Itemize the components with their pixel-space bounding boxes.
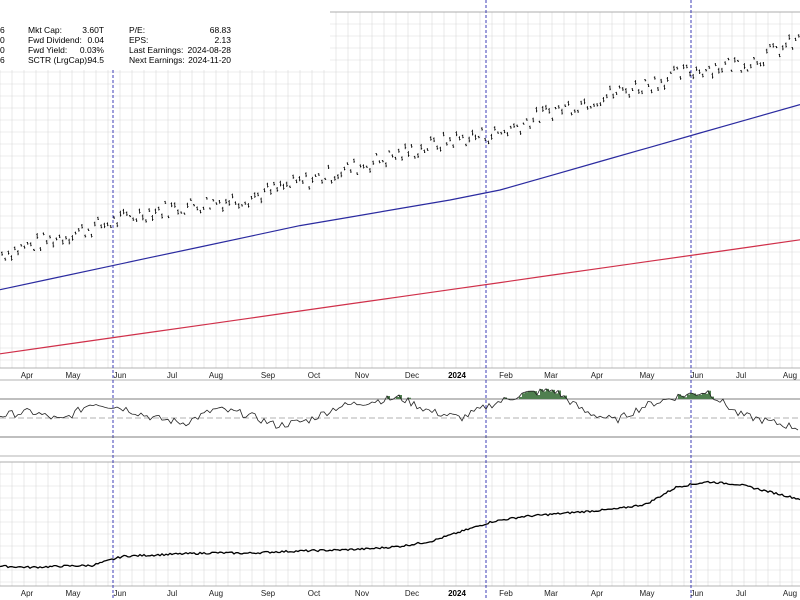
indicator-line <box>0 388 799 431</box>
month-tick-label: Nov <box>355 371 369 380</box>
header-left-fragment: 6 <box>0 55 5 65</box>
month-tick-label: Sep <box>261 371 276 380</box>
month-tick-label: Jun <box>691 371 704 380</box>
month-tick-label: Jun <box>114 589 127 598</box>
month-tick-label: Jun <box>114 371 127 380</box>
stat-value: 0.03% <box>80 45 105 55</box>
month-tick-label: Aug <box>209 589 223 598</box>
header-left-fragment: 6 <box>0 25 5 35</box>
month-axis-bottom: Apr May Jun Jul Aug Sep Oct Nov Dec 2024 Feb Mar Apr… <box>21 589 797 598</box>
price-panel <box>0 34 800 355</box>
indicator-panel <box>0 388 800 438</box>
stat-label: Next Earnings: <box>129 55 185 65</box>
month-tick-label: Nov <box>355 589 369 598</box>
month-tick-label: Feb <box>499 371 513 380</box>
header-background <box>0 0 330 70</box>
header-left-fragment: 0 <box>0 45 5 55</box>
stat-value: 2.13 <box>214 35 231 45</box>
month-tick-label: Aug <box>209 371 223 380</box>
stat-value: 2024-08-28 <box>188 45 232 55</box>
month-tick-label: Dec <box>405 589 419 598</box>
month-tick-label: May <box>65 589 80 598</box>
month-tick-label: Dec <box>405 371 419 380</box>
month-tick-label: 2024 <box>448 589 466 598</box>
month-tick-label: Mar <box>544 371 558 380</box>
stat-label: EPS: <box>129 35 148 45</box>
relative-panel <box>0 480 800 569</box>
stat-label: Last Earnings: <box>129 45 183 55</box>
stat-value: 2024-11-20 <box>188 55 231 65</box>
stat-label: Fwd Dividend: <box>28 35 82 45</box>
month-tick-label: Sep <box>261 589 276 598</box>
month-tick-label: 2024 <box>448 371 466 380</box>
month-tick-label: May <box>639 371 654 380</box>
month-tick-label: Oct <box>308 371 321 380</box>
month-tick-label: Apr <box>21 589 34 598</box>
month-tick-label: Jun <box>691 589 704 598</box>
ma-short-line <box>0 104 800 291</box>
month-tick-label: Aug <box>783 371 797 380</box>
indicator-positive-fill <box>387 388 714 399</box>
month-tick-label: May <box>639 589 654 598</box>
stat-value: 68.83 <box>210 25 232 35</box>
month-tick-label: Mar <box>544 589 558 598</box>
stat-label: P/E: <box>129 25 145 35</box>
month-tick-label: Apr <box>21 371 34 380</box>
month-axis-top: Apr May Jun Jul Aug Sep Oct Nov Dec 2024 Feb Mar Apr… <box>21 371 797 380</box>
stat-label: Fwd Yield: <box>28 45 67 55</box>
month-tick-label: Aug <box>783 589 797 598</box>
month-tick-label: May <box>65 371 80 380</box>
stat-label: Mkt Cap: <box>28 25 62 35</box>
chart-grid <box>0 11 800 587</box>
month-tick-label: Apr <box>591 589 604 598</box>
month-tick-label: Jul <box>736 371 746 380</box>
stat-label: SCTR (LrgCap): <box>28 55 89 65</box>
header-left-fragment: 0 <box>0 35 5 45</box>
stat-value: 3.60T <box>82 25 104 35</box>
month-tick-label: Oct <box>308 589 321 598</box>
month-tick-label: Jul <box>736 589 746 598</box>
month-tick-label: Jul <box>167 589 177 598</box>
month-tick-label: Feb <box>499 589 513 598</box>
ma-long-line <box>0 239 800 355</box>
stat-value: 0.04 <box>87 35 104 45</box>
relative-line <box>0 480 800 569</box>
stat-value: 94.5 <box>87 55 104 65</box>
month-tick-label: Jul <box>167 371 177 380</box>
event-lines <box>112 0 692 600</box>
month-tick-label: Apr <box>591 371 604 380</box>
